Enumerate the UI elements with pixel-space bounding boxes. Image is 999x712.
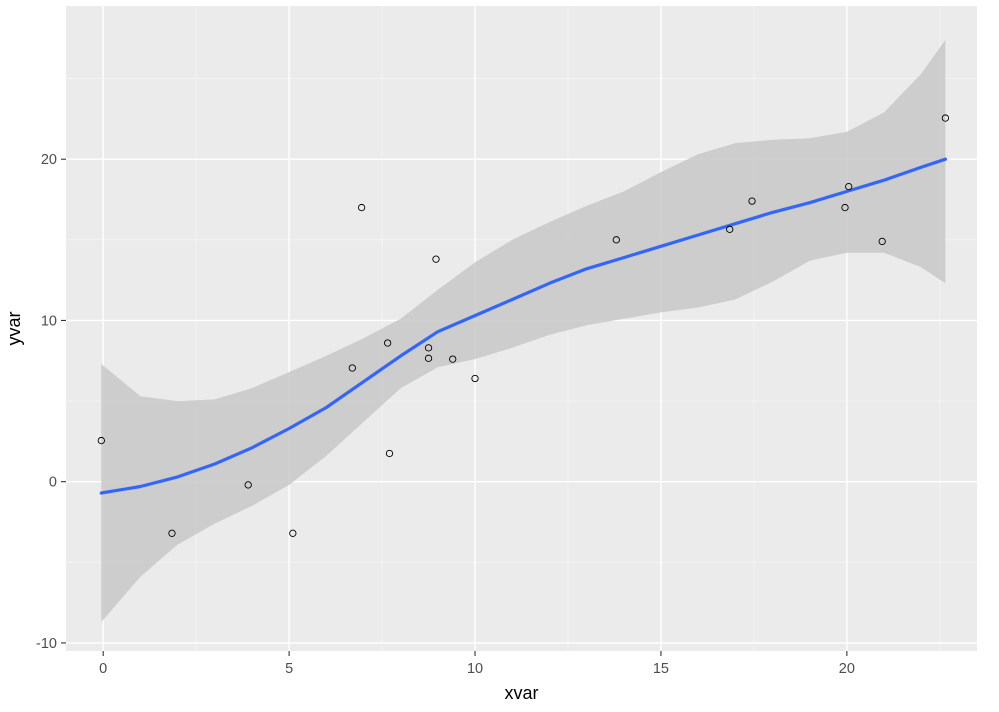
data-point xyxy=(878,237,886,246)
data-point xyxy=(357,203,366,212)
y-axis-title: yvar xyxy=(4,311,24,345)
data-point xyxy=(845,182,853,191)
data-point xyxy=(432,255,440,263)
data-point xyxy=(97,436,105,445)
y-tick-label: 20 xyxy=(41,152,57,168)
data-point xyxy=(612,236,620,244)
data-point xyxy=(385,449,394,458)
data-point xyxy=(244,481,252,489)
x-tick-label: 15 xyxy=(653,661,669,677)
y-tick-label: 0 xyxy=(49,475,57,491)
y-tick-label: 10 xyxy=(41,313,57,329)
x-tick-label: 10 xyxy=(467,661,483,677)
data-point xyxy=(424,354,433,362)
smooth-trend-line xyxy=(99,157,948,495)
confidence-ribbon xyxy=(101,39,946,622)
data-point xyxy=(289,529,297,537)
data-point xyxy=(168,529,176,537)
data-point xyxy=(449,355,457,363)
x-axis: 0 5 10 15 20 xyxy=(99,651,855,677)
data-point xyxy=(941,114,950,122)
data-point xyxy=(348,364,356,372)
data-point xyxy=(383,339,392,347)
y-tick-label: -10 xyxy=(36,636,57,652)
x-tick-label: 5 xyxy=(285,661,293,677)
data-point xyxy=(471,374,479,383)
x-axis-title: xvar xyxy=(504,683,538,703)
data-point xyxy=(841,203,849,212)
y-axis: -10 0 10 20 xyxy=(36,152,66,652)
x-tick-label: 0 xyxy=(99,661,107,677)
data-points xyxy=(97,114,950,537)
data-point xyxy=(748,197,756,205)
data-point xyxy=(424,344,433,352)
data-point xyxy=(726,225,734,233)
x-tick-label: 20 xyxy=(839,661,855,677)
